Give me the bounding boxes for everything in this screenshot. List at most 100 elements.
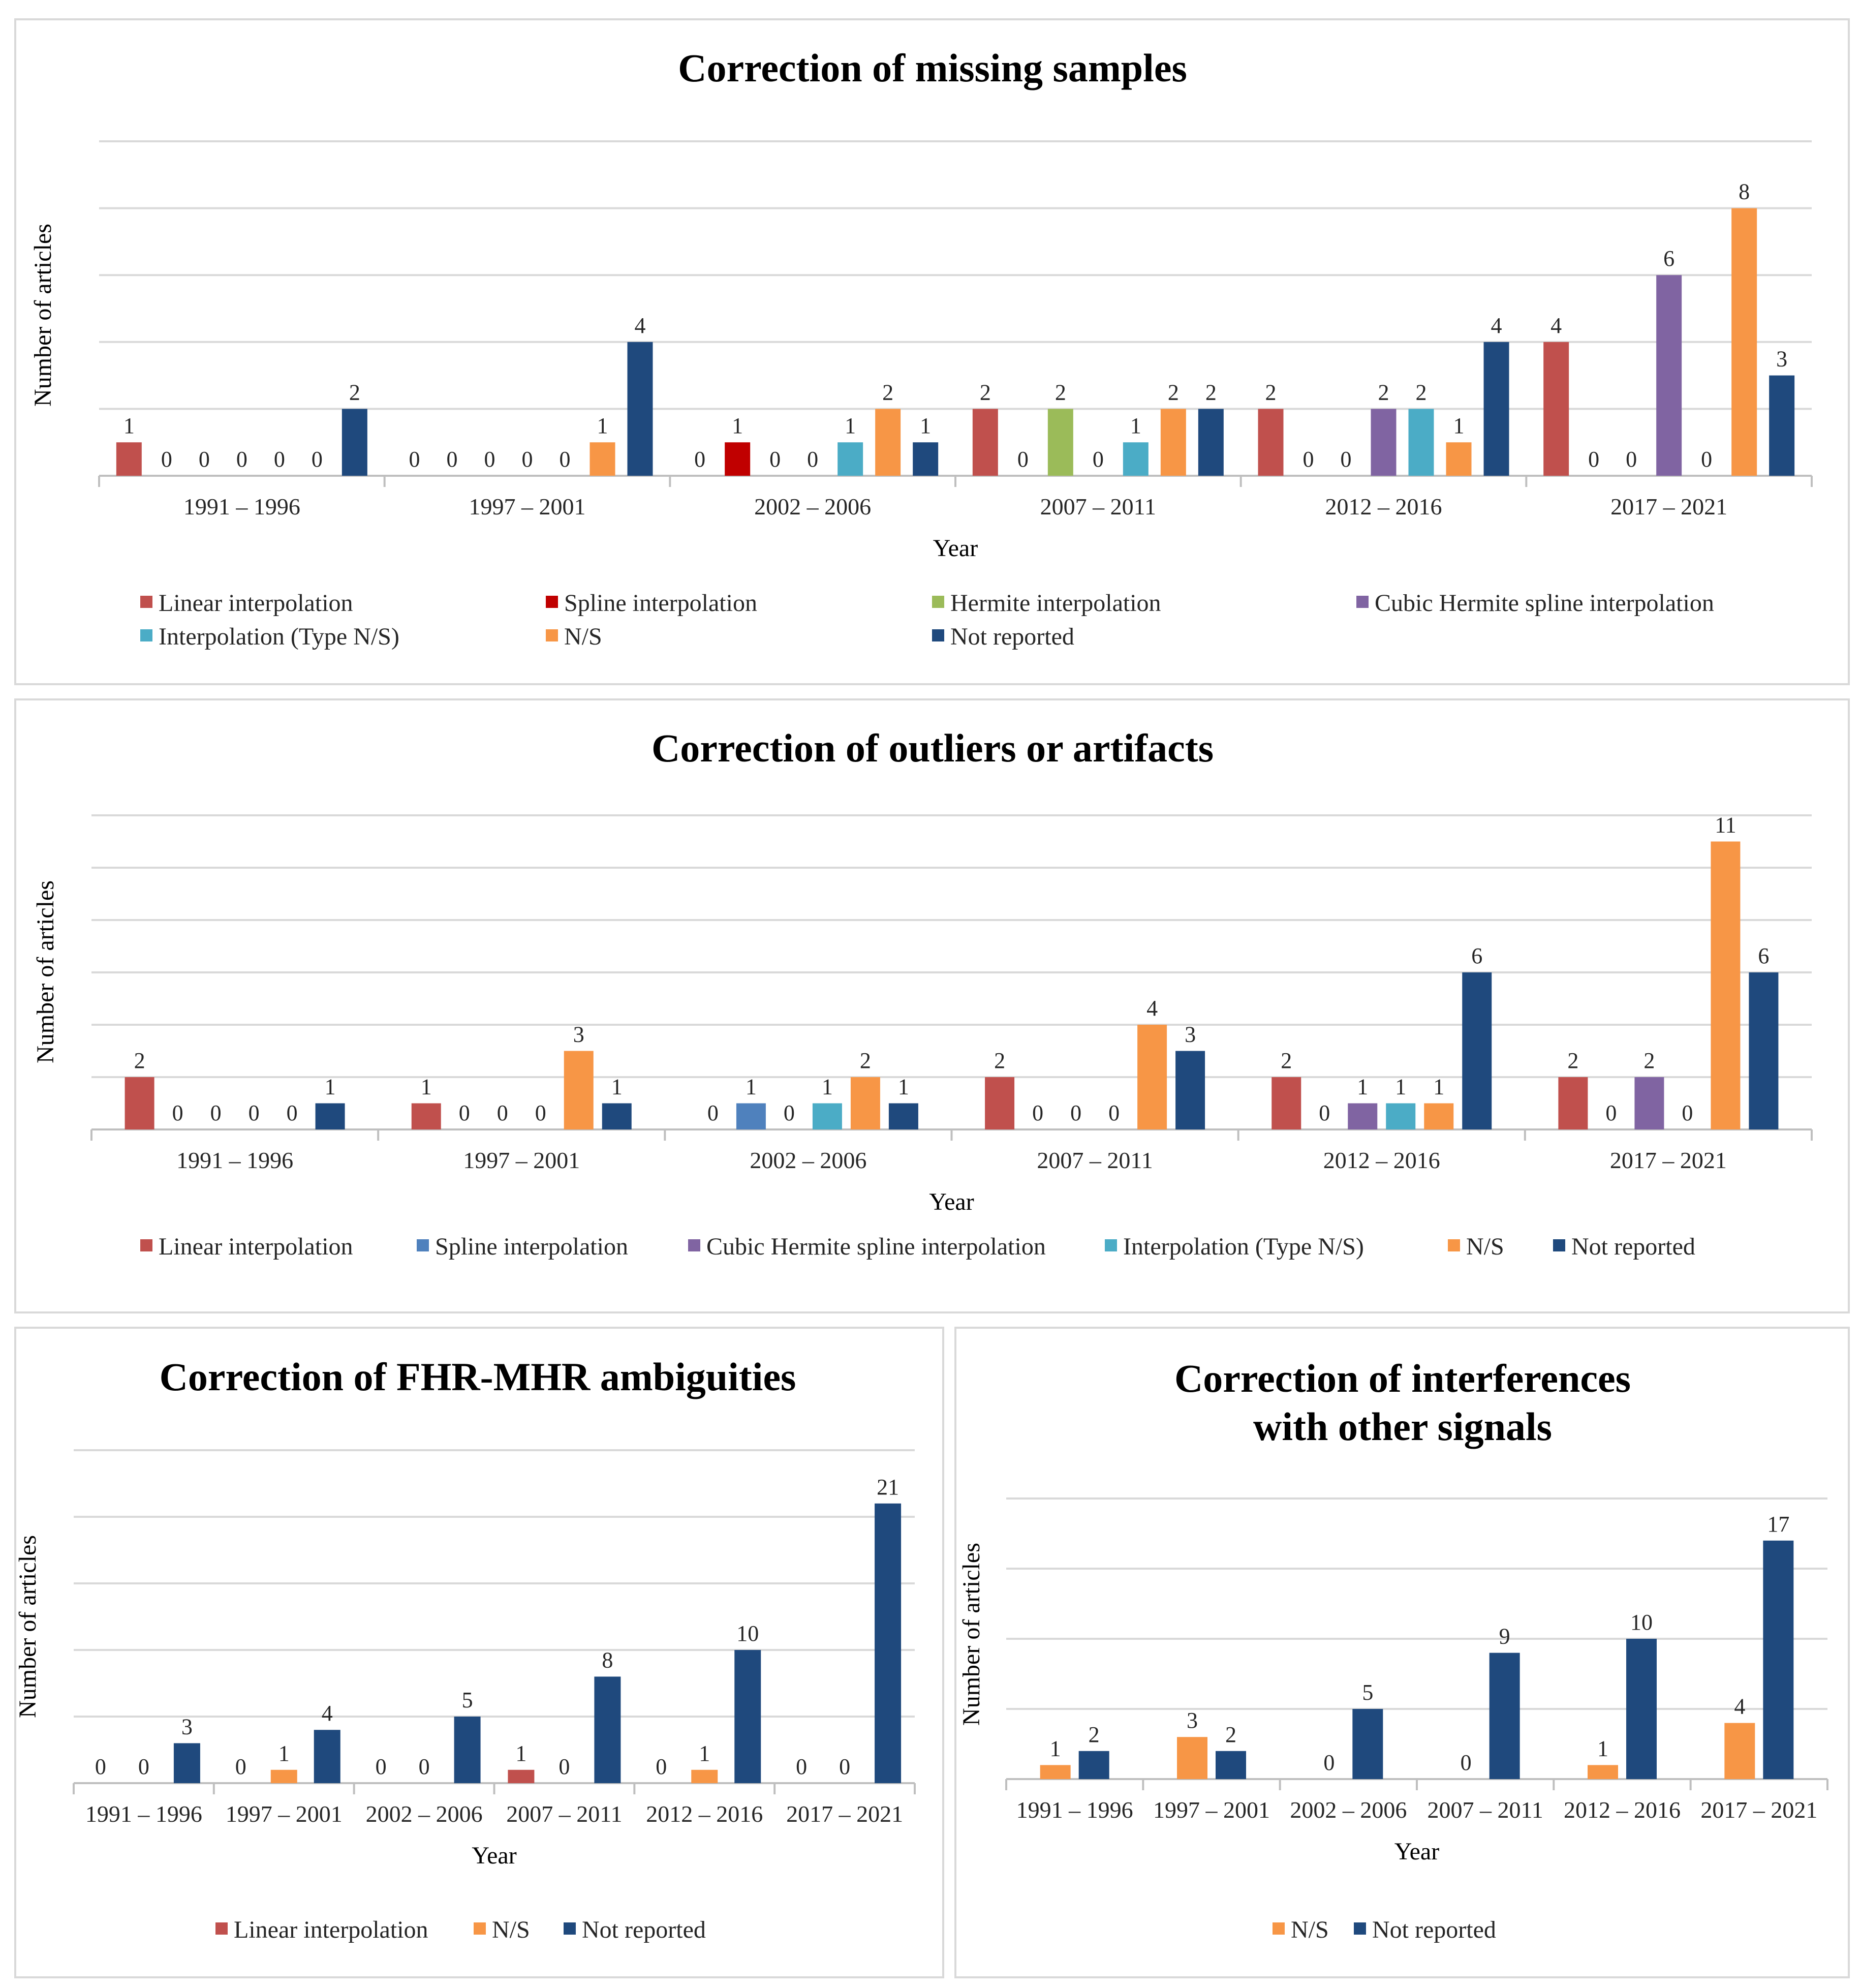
legend-swatch	[1553, 1239, 1565, 1251]
x-axis-title: Year	[1394, 1838, 1439, 1865]
data-label: 2	[1089, 1722, 1100, 1747]
x-tick-label: 1991 – 1996	[176, 1147, 293, 1173]
legend-label: Linear interpolation	[159, 1233, 353, 1260]
legend-swatch	[417, 1239, 429, 1251]
bar	[1769, 375, 1795, 476]
data-label: 0	[235, 1754, 246, 1779]
legend-label: Linear interpolation	[159, 590, 353, 617]
data-label: 0	[419, 1754, 430, 1779]
bar	[1175, 1051, 1205, 1129]
bar	[590, 442, 615, 476]
legend-swatch	[1448, 1239, 1460, 1251]
data-label: 4	[1550, 313, 1562, 338]
data-label: 1	[1130, 413, 1141, 438]
bar	[888, 1103, 918, 1129]
bar	[691, 1769, 718, 1783]
data-label: 2	[1225, 1722, 1236, 1747]
x-tick-label: 2002 – 2006	[1290, 1797, 1407, 1823]
data-label: 0	[522, 447, 533, 472]
bar	[1408, 409, 1434, 476]
x-tick-label: 1997 – 2001	[226, 1801, 343, 1827]
data-label: 3	[573, 1022, 584, 1047]
bar	[875, 409, 901, 476]
x-tick-label: 2017 – 2021	[1700, 1797, 1817, 1823]
chart-title-line-1: Correction of interferences	[1174, 1356, 1631, 1400]
data-label: 0	[172, 1100, 183, 1125]
data-label: 0	[1588, 447, 1599, 472]
bar	[1483, 342, 1509, 476]
data-label: 6	[1758, 943, 1769, 968]
y-axis-title: Number of articles	[14, 1535, 41, 1718]
data-label: 0	[447, 447, 458, 472]
x-tick-label: 1997 – 2001	[469, 494, 586, 519]
data-label: 4	[322, 1701, 333, 1726]
data-label: 4	[1146, 996, 1158, 1021]
bar	[913, 442, 939, 476]
data-label: 1	[1453, 413, 1465, 438]
bar	[564, 1051, 594, 1129]
data-label: 1	[1357, 1075, 1368, 1099]
legend-swatch	[932, 596, 944, 608]
bar	[1731, 208, 1757, 476]
data-label: 0	[1605, 1100, 1617, 1125]
chart-title-line-2: with other signals	[1253, 1404, 1552, 1449]
data-label: 0	[707, 1100, 719, 1125]
data-label: 1	[1395, 1075, 1406, 1099]
data-label: 2	[1055, 380, 1066, 405]
data-label: 1	[1597, 1736, 1608, 1761]
data-label: 21	[877, 1475, 899, 1500]
chart-title: Correction of outliers or artifacts	[652, 726, 1214, 770]
legend-label: Not reported	[1571, 1233, 1695, 1260]
data-label: 4	[635, 313, 646, 338]
data-label: 1	[1050, 1736, 1061, 1761]
data-label: 0	[559, 1754, 570, 1779]
data-label: 3	[1185, 1022, 1196, 1047]
bar	[125, 1077, 154, 1129]
x-tick-label: 2012 – 2016	[1325, 494, 1442, 519]
data-label: 1	[920, 413, 931, 438]
bar	[1258, 409, 1284, 476]
data-label: 9	[1499, 1624, 1510, 1649]
legend-swatch	[546, 629, 558, 641]
bar	[454, 1717, 481, 1783]
bar	[1198, 409, 1224, 476]
data-label: 0	[839, 1754, 850, 1779]
bar	[838, 442, 863, 476]
data-label: 0	[236, 447, 247, 472]
data-label: 2	[1643, 1048, 1655, 1073]
data-label: 0	[1341, 447, 1352, 472]
bar	[1626, 1639, 1657, 1779]
data-label: 0	[312, 447, 323, 472]
chart-title: Correction of missing samples	[678, 46, 1187, 90]
legend-swatch	[1273, 1922, 1285, 1935]
bar	[342, 409, 367, 476]
data-label: 0	[376, 1754, 387, 1779]
x-axis-title: Year	[472, 1842, 516, 1869]
bar	[1424, 1103, 1454, 1129]
bar	[1160, 409, 1186, 476]
data-label: 0	[409, 447, 420, 472]
bar	[602, 1103, 632, 1129]
data-label: 0	[1032, 1100, 1043, 1125]
data-label: 2	[860, 1048, 871, 1073]
x-tick-label: 2002 – 2006	[366, 1801, 483, 1827]
legend-swatch	[564, 1922, 576, 1935]
data-label: 1	[898, 1075, 909, 1099]
data-label: 0	[1682, 1100, 1693, 1125]
data-label: 0	[1108, 1100, 1120, 1125]
bar	[1588, 1765, 1618, 1779]
data-label: 5	[462, 1688, 473, 1712]
bar	[1177, 1737, 1207, 1779]
data-label: 4	[1491, 313, 1502, 338]
data-label: 10	[1630, 1610, 1653, 1635]
data-label: 2	[1281, 1048, 1292, 1073]
x-tick-label: 1991 – 1996	[183, 494, 300, 519]
x-axis-title: Year	[933, 535, 978, 562]
bar	[1558, 1077, 1588, 1129]
x-tick-label: 2007 – 2011	[506, 1801, 622, 1827]
bar	[1656, 275, 1682, 476]
data-label: 1	[845, 413, 856, 438]
data-label: 1	[597, 413, 608, 438]
data-label: 1	[732, 413, 743, 438]
x-tick-label: 2012 – 2016	[1323, 1147, 1440, 1173]
